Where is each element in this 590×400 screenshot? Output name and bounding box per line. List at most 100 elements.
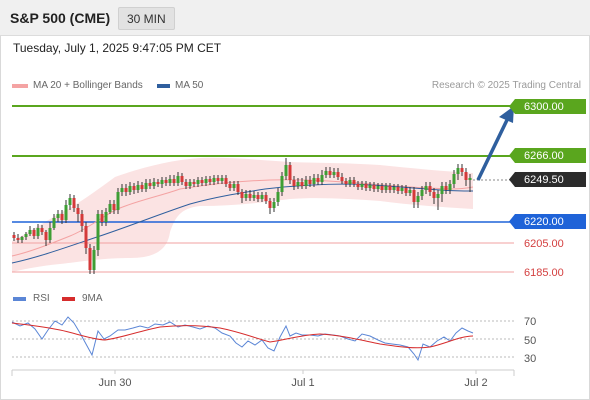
candle-body (216, 178, 220, 181)
candle-body (408, 190, 412, 193)
candle (424, 182, 428, 194)
candle-body (336, 172, 340, 177)
candle-body (188, 182, 192, 186)
candle (256, 192, 260, 202)
candle (320, 170, 324, 185)
candle-body (280, 176, 284, 192)
candle-body (236, 184, 240, 192)
candle (128, 182, 132, 195)
candle (16, 234, 20, 243)
candle (180, 173, 184, 185)
candle (276, 188, 280, 206)
candle-body (24, 234, 28, 237)
price-label-6220: 6220.00 (524, 216, 564, 228)
candle-body (264, 195, 268, 201)
candle (12, 232, 16, 241)
candle-body (104, 212, 108, 222)
candle-body (44, 232, 48, 240)
candle (208, 176, 212, 185)
candle-body (240, 192, 244, 198)
candle (96, 210, 100, 256)
candle (224, 175, 228, 187)
rsi-ma-swatch (62, 296, 75, 301)
candle-body (156, 182, 160, 184)
candle (168, 175, 172, 186)
candle-body (76, 208, 80, 214)
arrow-head-icon (499, 106, 514, 123)
candle-body (224, 178, 228, 184)
candle (212, 175, 216, 185)
rsi-swatch (13, 296, 26, 301)
candle (300, 178, 304, 189)
candle (376, 183, 380, 192)
candle (364, 181, 368, 191)
interval-button[interactable]: 30 MIN (118, 7, 175, 30)
candle (244, 190, 248, 201)
candle (72, 195, 76, 212)
candle (316, 174, 320, 185)
candle-body (80, 214, 84, 226)
candle-body (400, 188, 404, 191)
candle-body (284, 165, 288, 176)
candle (408, 187, 412, 196)
candle (88, 244, 92, 274)
candle (260, 192, 264, 202)
candle (428, 182, 432, 196)
instrument-title: S&P 500 (CME) (10, 10, 111, 26)
candle (412, 187, 416, 208)
candle (268, 198, 272, 214)
candle-body (388, 186, 392, 190)
candle (240, 189, 244, 203)
candle (184, 179, 188, 189)
candle-body (152, 182, 156, 186)
candle-body (112, 204, 116, 210)
candle-body (332, 172, 336, 175)
ma50-swatch (157, 83, 170, 88)
candle-body (128, 186, 132, 192)
candle (104, 208, 108, 226)
candle (140, 182, 144, 192)
candle-body (36, 228, 40, 236)
candle-body (100, 214, 104, 222)
candle (368, 182, 372, 191)
candle (28, 226, 32, 236)
x-tick-label-jul2: Jul 2 (464, 377, 487, 389)
candle (160, 177, 164, 188)
candle (60, 210, 64, 224)
candle (332, 168, 336, 178)
candle-body (244, 194, 248, 198)
candle (360, 181, 364, 190)
candle-body (396, 187, 400, 191)
projection-arrow (476, 119, 509, 181)
candle-body (356, 184, 360, 187)
candle-body (288, 165, 292, 180)
candle (144, 179, 148, 192)
candle-body (204, 179, 208, 183)
candle (64, 200, 68, 223)
candle-body (312, 178, 316, 184)
candle-body (428, 186, 432, 192)
candle-body (120, 188, 124, 192)
candle-body (432, 192, 436, 198)
candle (452, 170, 456, 188)
candle (188, 179, 192, 189)
candle (124, 184, 128, 196)
candlestick-series (12, 158, 472, 274)
candle-body (180, 176, 184, 182)
candle-body (436, 194, 440, 198)
candle (280, 172, 284, 196)
candle-body (84, 226, 88, 248)
candle-body (316, 178, 320, 182)
price-tag-6300: 6300.00 (509, 99, 586, 114)
candle (152, 178, 156, 189)
candle-body (460, 168, 464, 172)
candle-body (348, 180, 352, 184)
candle-body (40, 228, 44, 232)
candle-body (148, 183, 152, 186)
candle-body (184, 182, 188, 186)
candle (296, 178, 300, 189)
candle-body (452, 174, 456, 184)
candle (44, 230, 48, 246)
candle (68, 194, 72, 210)
